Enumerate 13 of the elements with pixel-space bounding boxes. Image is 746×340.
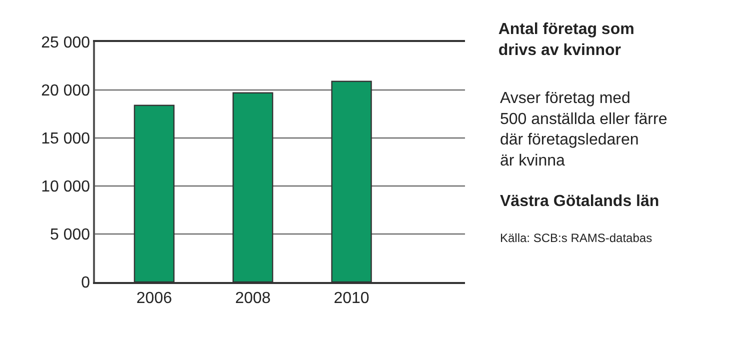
x-tick-label: 2006 [136,290,172,307]
y-tick-label: 20 000 [41,82,90,100]
x-tick-label: 2008 [235,290,271,307]
text: Antal företag som drivs av kvinnor [498,21,634,59]
text: Västra Götalands län [500,193,660,210]
y-tick-label: 5 000 [50,226,90,244]
text: Källa: SCB:s RAMS-databas [500,231,652,245]
y-tick-label: 0 [81,274,90,292]
y-tick-label: 10 000 [41,178,90,196]
text: Avser företag med 500 anställda eller färre där företagsledaren är kvinna [500,90,668,170]
y-tick-label: 25 000 [41,34,90,52]
y-tick-label: 15 000 [41,130,90,148]
x-tick-label: 2010 [334,290,370,307]
